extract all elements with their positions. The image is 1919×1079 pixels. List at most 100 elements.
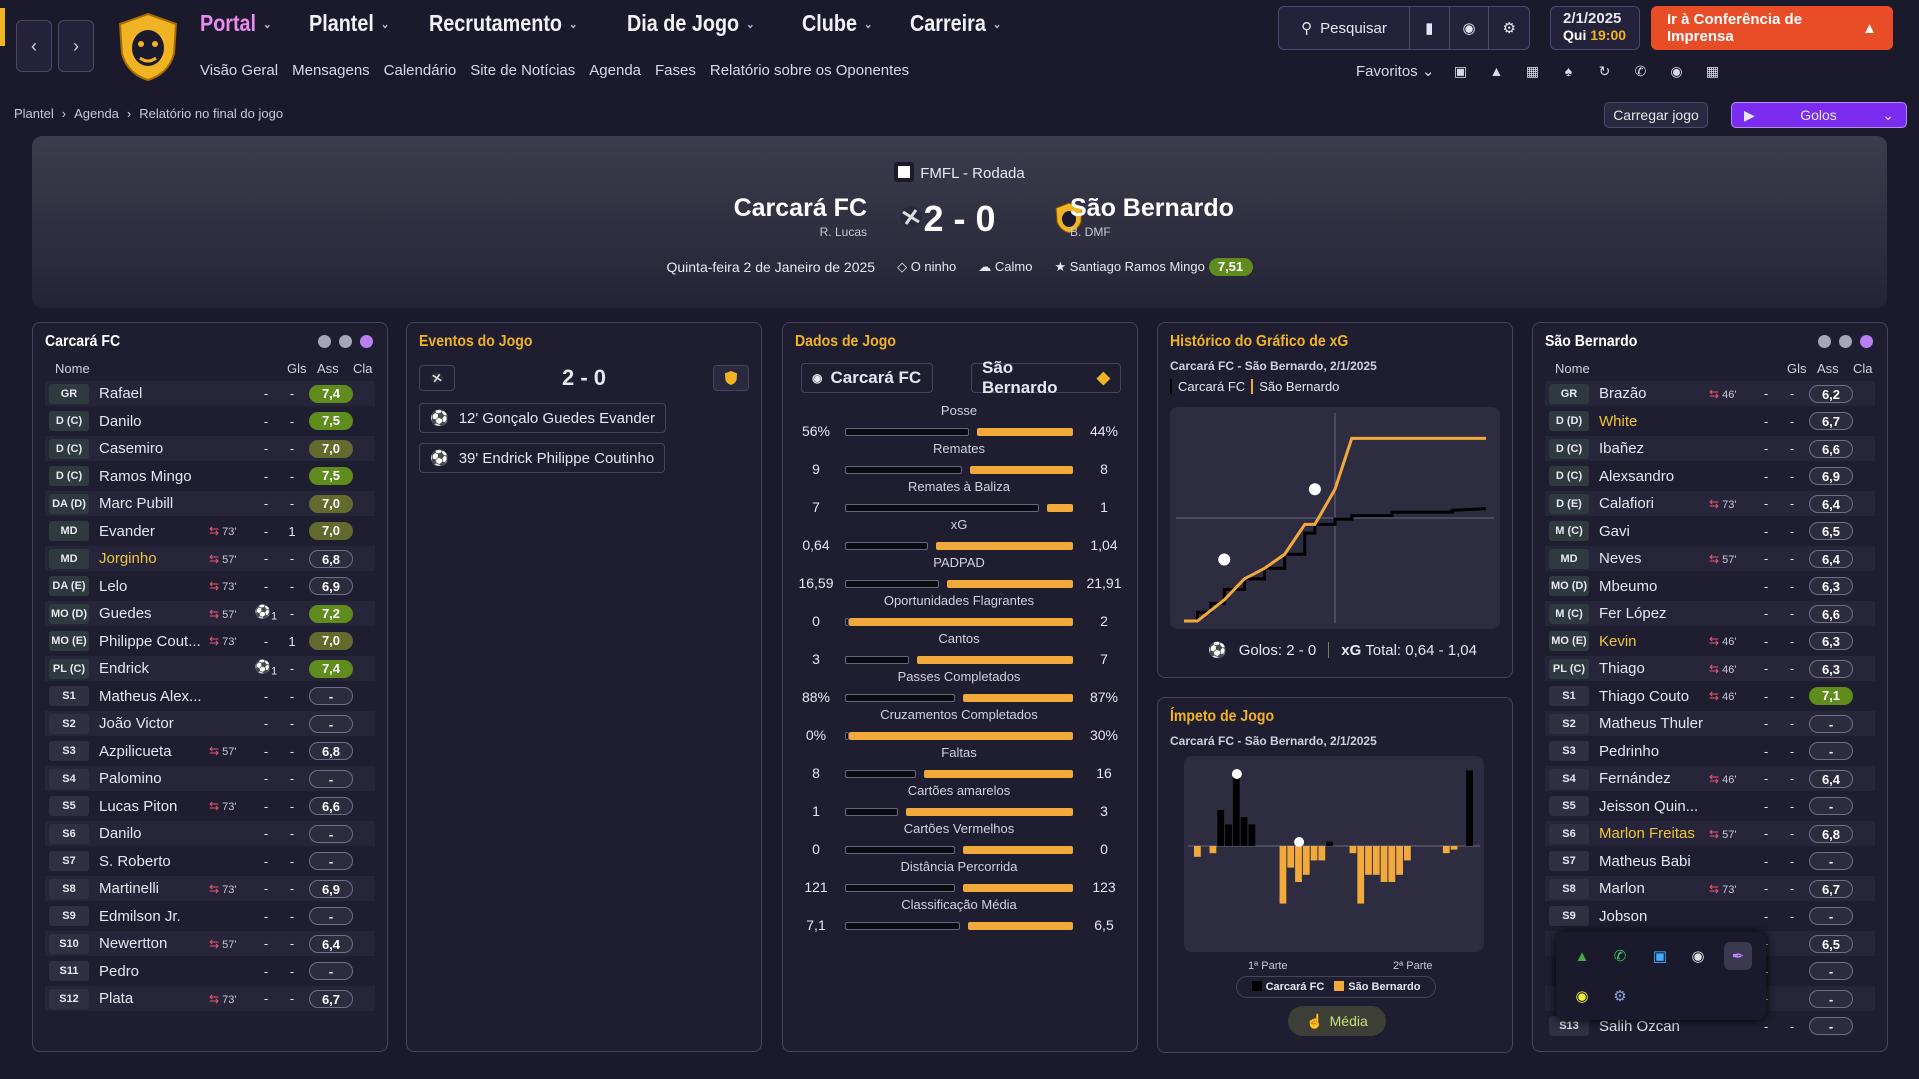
player-name[interactable]: Martinelli xyxy=(99,880,160,897)
nvidia-icon[interactable]: ▲ xyxy=(1574,947,1590,965)
discord-icon[interactable]: ◉ xyxy=(1691,948,1705,965)
subnav-item[interactable]: Fases xyxy=(655,62,696,79)
table-row[interactable]: S11 Pedro - - - xyxy=(45,959,375,984)
settings-button[interactable]: ⚙ xyxy=(1489,7,1529,49)
col-name[interactable]: Nome xyxy=(55,361,90,376)
player-name[interactable]: Casemiro xyxy=(99,440,164,457)
player-name[interactable]: Rafael xyxy=(99,385,143,402)
table-row[interactable]: M (C) Gavi - -6,5 xyxy=(1545,519,1875,544)
player-name[interactable]: Lucas Piton xyxy=(99,797,178,815)
table-row[interactable]: GR Brazão ⇆ 46' - -6,2 xyxy=(1545,381,1875,406)
table-row[interactable]: MO (E) Philippe Cout... ⇆ 73' -1 7,0 xyxy=(45,629,375,654)
player-name[interactable]: Jeisson Quin... xyxy=(1599,797,1699,815)
table-row[interactable]: S1 Matheus Alex... - - - xyxy=(45,684,375,709)
load-game-button[interactable]: Carregar jogo xyxy=(1604,102,1708,128)
nav-dia-de-jogo[interactable]: Dia de Jogo ⌄ xyxy=(627,10,755,37)
table-row[interactable]: PL (C) Endrick ⚽1-7,4 xyxy=(45,656,375,681)
player-name[interactable]: Matheus Alex... xyxy=(99,687,202,705)
table-row[interactable]: S10 Newertton ⇆ 57' - -6,4 xyxy=(45,931,375,956)
player-name[interactable]: Brazão xyxy=(1599,385,1647,402)
stats-home-team[interactable]: ◉ Carcará FC xyxy=(801,363,933,393)
club-logo[interactable] xyxy=(116,12,180,82)
goals-dropdown[interactable]: ▶ Golos ⌄ xyxy=(1731,102,1907,128)
player-name[interactable]: Pedrinho xyxy=(1599,742,1660,760)
table-row[interactable]: S4 Palomino - - - xyxy=(45,766,375,791)
player-name[interactable]: Palomino xyxy=(99,770,162,787)
back-button[interactable]: ‹ xyxy=(16,20,52,72)
phone-icon[interactable]: ✆ xyxy=(1634,62,1647,79)
event-item[interactable]: ⚽ 12' Gonçalo Guedes Evander xyxy=(419,403,667,433)
chat-icon[interactable]: ▣ xyxy=(1453,62,1468,79)
subnav-item[interactable]: Calendário xyxy=(383,62,457,79)
player-name[interactable]: S. Roberto xyxy=(99,852,171,870)
home-team-header[interactable]: Carcará FC R. Lucas xyxy=(734,194,867,239)
player-of-match[interactable]: Santiago Ramos Mingo xyxy=(1069,259,1205,274)
refresh-icon[interactable]: ↻ xyxy=(1598,62,1611,79)
player-name[interactable]: Jobson xyxy=(1599,907,1648,925)
table-row[interactable]: D (C) Ramos Mingo - -7,5 xyxy=(45,464,375,489)
nav-plantel[interactable]: Plantel ⌄ xyxy=(309,10,389,37)
table-row[interactable]: S3 Pedrinho - - - xyxy=(1545,739,1875,764)
view-dots[interactable] xyxy=(1818,335,1873,348)
shirt-icon[interactable]: ▲ xyxy=(1489,63,1504,79)
favorites-dropdown[interactable]: Favoritos ⌄ xyxy=(1356,63,1435,80)
press-conference-button[interactable]: Ir à Conferência de Imprensa ▲ xyxy=(1651,6,1893,50)
table-row[interactable]: DA (D) Marc Pubill - -7,0 xyxy=(45,491,375,516)
stadium-name[interactable]: O ninho xyxy=(910,259,957,274)
staff-icon[interactable]: ♠ xyxy=(1564,63,1573,79)
table-row[interactable]: DA (E) Lelo ⇆ 73' - -6,9 xyxy=(45,574,375,599)
col-gls[interactable]: Gls xyxy=(287,361,307,376)
player-name[interactable]: Ibañez xyxy=(1599,440,1645,457)
table-row[interactable]: S3 Azpilicueta ⇆ 57' - -6,8 xyxy=(45,739,375,764)
player-name[interactable]: Matheus Babi xyxy=(1599,852,1691,870)
table-row[interactable]: MD Evander ⇆ 73' -1 7,0 xyxy=(45,519,375,544)
table-row[interactable]: S13 Salih Ozcan - - - xyxy=(1545,1014,1875,1039)
table-row[interactable]: S9 Edmilson Jr. - - - xyxy=(45,904,375,929)
player-name[interactable]: White xyxy=(1599,412,1638,430)
table-row[interactable]: S4 Fernández ⇆ 46' - -6,4 xyxy=(1545,766,1875,791)
calendar-icon[interactable]: ▦ xyxy=(1705,62,1720,79)
subnav-item[interactable]: Agenda xyxy=(589,62,641,79)
media-button[interactable]: ☝ Média xyxy=(1288,1006,1386,1036)
table-row[interactable]: S5 Jeisson Quin... - - - xyxy=(1545,794,1875,819)
player-name[interactable]: Fernández xyxy=(1599,770,1671,787)
table-row[interactable]: S2 João Victor - - - xyxy=(45,711,375,736)
col-cla[interactable]: Cla xyxy=(353,361,373,376)
table-row[interactable]: S7 Matheus Babi - - - xyxy=(1545,849,1875,874)
nav-portal[interactable]: Portal ⌄ xyxy=(200,10,272,37)
competition[interactable]: FMFL - Rodada xyxy=(32,162,1887,182)
player-name[interactable]: Philippe Cout... xyxy=(99,632,201,650)
player-name[interactable]: Danilo xyxy=(99,825,142,842)
stats-away-team[interactable]: São Bernardo ◆ xyxy=(971,358,1121,397)
table-row[interactable]: -- xyxy=(1545,959,1875,984)
player-name[interactable]: Newertton xyxy=(99,935,168,952)
table-row[interactable]: MD Jorginho ⇆ 57' - -6,8 xyxy=(45,546,375,571)
messenger-icon[interactable]: ▣ xyxy=(1652,948,1668,965)
subnav-item[interactable]: Visão Geral xyxy=(200,62,279,79)
player-name[interactable]: Gavi xyxy=(1599,522,1630,540)
player-name[interactable]: Fer López xyxy=(1599,605,1667,622)
table-row[interactable]: PL (C) Thiago ⇆ 46' - -6,3 xyxy=(1545,656,1875,681)
whatsapp-icon[interactable]: ✆ xyxy=(1613,948,1627,965)
pen-icon[interactable]: ✒ xyxy=(1724,942,1752,970)
table-row[interactable]: MO (D) Guedes ⇆ 57' ⚽1-7,2 xyxy=(45,601,375,626)
table-row[interactable]: MO (E) Kevin ⇆ 46' - -6,3 xyxy=(1545,629,1875,654)
player-name[interactable]: Thiago xyxy=(1599,660,1645,677)
player-name[interactable]: Matheus Thuler xyxy=(1599,715,1703,732)
breadcrumb-plantel[interactable]: Plantel xyxy=(14,106,54,121)
norton-icon[interactable]: ◉ xyxy=(1575,988,1589,1005)
table-row[interactable]: MD Neves ⇆ 57' - -6,4 xyxy=(1545,546,1875,571)
player-name[interactable]: Azpilicueta xyxy=(99,742,172,760)
steam-icon[interactable]: ⚙ xyxy=(1613,988,1627,1005)
table-row[interactable]: M (C) Fer López - -6,6 xyxy=(1545,601,1875,626)
table-row[interactable]: S7 S. Roberto - - - xyxy=(45,849,375,874)
player-name[interactable]: Guedes xyxy=(99,605,152,622)
table-row[interactable]: S6 Danilo - - - xyxy=(45,821,375,846)
player-name[interactable]: Jorginho xyxy=(99,550,157,567)
player-name[interactable]: Marlon xyxy=(1599,880,1645,897)
player-name[interactable]: Marc Pubill xyxy=(99,495,174,512)
nav-carreira[interactable]: Carreira ⌄ xyxy=(910,10,1001,37)
table-row[interactable]: MO (D) Mbeumo - -6,3 xyxy=(1545,574,1875,599)
table-row[interactable]: S2 Matheus Thuler - - - xyxy=(1545,711,1875,736)
player-name[interactable]: Edmilson Jr. xyxy=(99,907,181,925)
